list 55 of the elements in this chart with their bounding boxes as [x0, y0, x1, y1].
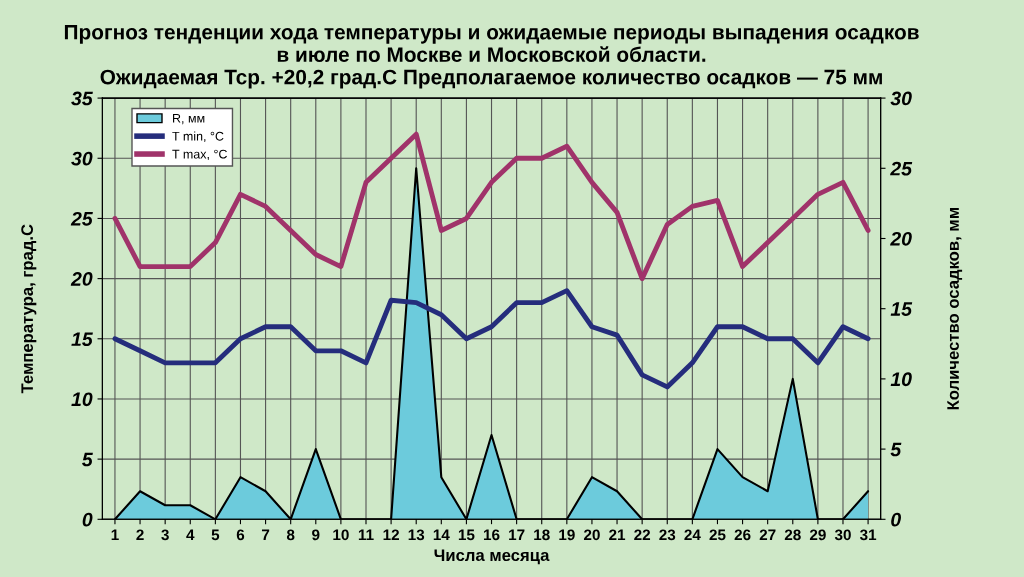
- x-tick-label: 3: [161, 529, 169, 541]
- y2-tick-label: 15: [890, 302, 913, 316]
- legend-label: T max, °C: [172, 149, 227, 161]
- y-tick-label: 20: [70, 272, 93, 286]
- x-tick-label: 24: [684, 529, 701, 541]
- legend-label: R, мм: [173, 114, 205, 125]
- x-tick-label: 27: [759, 529, 776, 541]
- x-tick-label: 4: [186, 529, 195, 541]
- x-tick-label: 19: [559, 529, 575, 541]
- y2-tick-label: 5: [890, 442, 902, 457]
- x-axis-title: Числа месяца: [434, 549, 550, 565]
- x-tick-label: 29: [809, 529, 826, 541]
- y-tick-label: 15: [71, 332, 93, 347]
- x-tick-label: 18: [534, 529, 550, 541]
- x-tick-label: 13: [408, 529, 425, 541]
- x-tick-label: 15: [458, 529, 475, 541]
- x-tick-label: 31: [859, 529, 877, 541]
- x-tick-label: 6: [236, 529, 245, 541]
- y2-tick-label: 30: [890, 91, 912, 106]
- x-tick-label: 10: [333, 529, 349, 541]
- legend-label: T min, °C: [172, 131, 224, 143]
- x-tick-label: 28: [784, 529, 801, 541]
- x-tick-label: 7: [261, 529, 270, 541]
- y2-tick-label: 10: [890, 372, 912, 387]
- line-series: [112, 131, 871, 282]
- x-tick-label: 8: [286, 529, 295, 541]
- y-tick-label: 35: [71, 91, 93, 106]
- x-tick-label: 9: [312, 529, 320, 541]
- x-tick-label: 14: [433, 529, 450, 541]
- y-tick-label: 5: [82, 452, 93, 467]
- x-tick-label: 11: [358, 529, 374, 541]
- x-tick-label: 16: [483, 529, 500, 541]
- x-tick-label: 2: [136, 529, 144, 541]
- x-tick-label: 1: [111, 529, 119, 541]
- y2-axis-title: Количество осадков, мм: [947, 208, 963, 410]
- x-tick-label: 22: [634, 529, 651, 541]
- line-series: [112, 288, 871, 390]
- y-axis-title: Температура, град.С: [21, 224, 37, 394]
- y2-tick-label: 25: [890, 161, 913, 176]
- y-tick-label: 10: [71, 392, 93, 407]
- x-tick-label: 23: [659, 529, 676, 541]
- chart-title: Прогноз тенденции хода температуры и ожидаемые периоды выпадения осадков в июле по Москве и Московской области. Ожидаемая Тср. +20,2 град.С Предполагаемое количество осадков — 75 мм: [64, 24, 919, 89]
- y-tick-label: 25: [70, 211, 93, 226]
- x-tick-label: 17: [509, 529, 525, 541]
- y2-tick-label: 0: [891, 512, 901, 527]
- x-tick-label: 25: [709, 529, 726, 541]
- x-tick-label: 20: [583, 529, 600, 541]
- x-tick-label: 5: [211, 529, 220, 541]
- y-tick-label: 30: [71, 151, 93, 166]
- x-tick-label: 26: [734, 529, 751, 541]
- x-tick-label: 12: [383, 529, 399, 541]
- y-tick-label: 0: [82, 512, 93, 527]
- y2-tick-label: 20: [890, 231, 912, 246]
- x-tick-label: 30: [834, 529, 851, 541]
- x-tick-label: 21: [609, 529, 626, 541]
